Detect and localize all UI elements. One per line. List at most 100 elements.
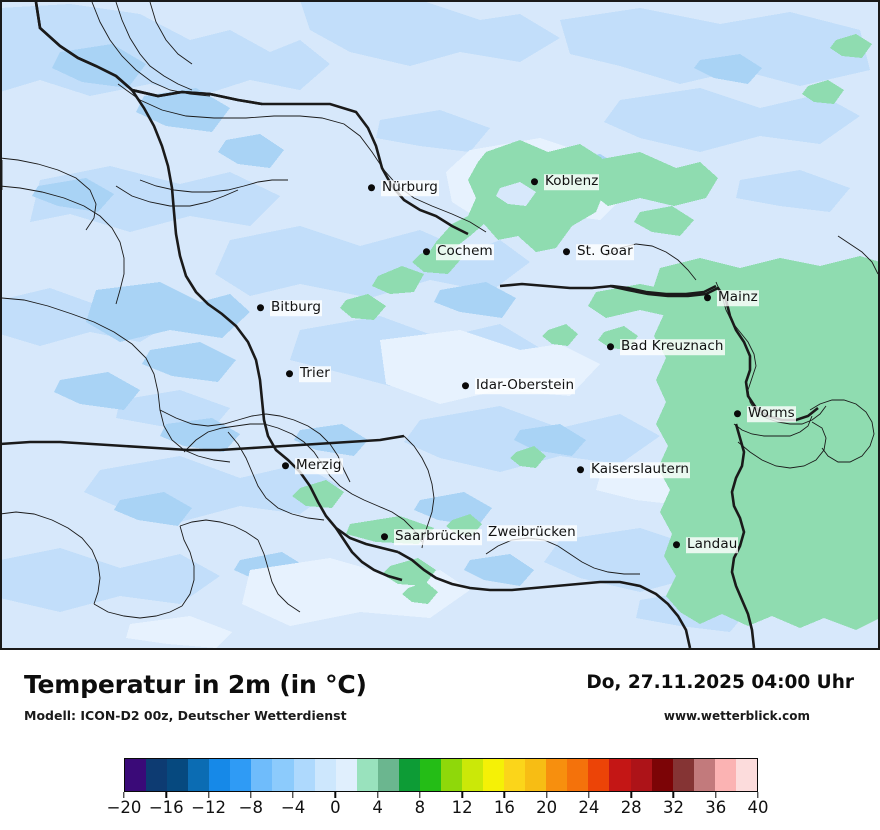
model-subtitle: Modell: ICON-D2 00z, Deutscher Wetterdie… [24, 708, 347, 723]
colorbar-swatch [588, 759, 610, 791]
city-marker: Landau [673, 536, 739, 553]
city-marker: Merzig [282, 458, 343, 474]
colorbar-tick [207, 792, 210, 798]
city-marker: Saarbrücken [381, 529, 483, 545]
colorbar-swatch [609, 759, 631, 791]
map-canvas [0, 0, 880, 650]
city-marker: Bad Kreuznach [607, 339, 725, 355]
colorbar-swatch [630, 759, 652, 791]
city-label: Merzig [295, 457, 343, 474]
footer-panel: Temperatur in 2m (in °C) Modell: ICON-D2… [0, 650, 880, 830]
colorbar-tick [292, 792, 294, 798]
colorbar-swatch [672, 759, 694, 791]
city-dot-icon [282, 462, 289, 470]
city-label: Landau [686, 536, 739, 553]
city-label: Bad Kreuznach [620, 338, 725, 355]
city-label: Bitburg [270, 299, 323, 316]
city-marker: Zweibrücken [487, 525, 577, 541]
colorbar-tick-labels: −20 −16 −12 −8 −4 0 4 8 12 16 20 24 28 32 36 40 [107, 798, 769, 822]
colorbar-tick-label: 4 [372, 798, 383, 817]
colorbar-swatch [188, 759, 210, 791]
colorbar-swatch [693, 759, 715, 791]
colorbar-tick-label: 40 [747, 798, 769, 817]
colorbar-swatch [398, 759, 420, 791]
colorbar-swatch [462, 759, 484, 791]
city-dot-icon [577, 466, 584, 474]
colorbar-tick-label: 28 [620, 798, 642, 817]
city-dot-icon [563, 248, 570, 256]
colorbar-tick [588, 792, 590, 798]
city-marker: Mainz [704, 290, 759, 306]
colorbar-tick [419, 792, 421, 798]
colorbar-tick-label: −12 [191, 798, 226, 817]
colorbar-tick-label: 36 [705, 798, 727, 817]
colorbar-tick [461, 792, 463, 798]
colorbar-tick-label: 8 [414, 798, 426, 817]
city-dot-icon [704, 294, 711, 302]
colorbar[interactable]: −20 −16 −12 −8 −4 0 4 8 12 16 20 24 28 32 36 40 [107, 758, 769, 817]
city-label: Worms [747, 405, 796, 422]
city-marker: St. Goar [563, 244, 634, 260]
colorbar-tick-label: −8 [238, 798, 263, 817]
colorbar-swatch [125, 759, 147, 791]
city-label: Trier [299, 365, 331, 382]
city-label: Nürburg [381, 179, 439, 196]
colorbar-tick-label: 32 [662, 798, 684, 817]
colorbar-tick [757, 792, 759, 798]
colorbar-swatch [714, 759, 736, 791]
city-dot-icon [286, 370, 293, 378]
colorbar-swatch [167, 759, 189, 791]
colorbar-tick-label: −20 [106, 798, 142, 817]
city-label: St. Goar [576, 243, 634, 260]
city-dot-icon [423, 248, 430, 256]
colorbar-tick-label: 12 [451, 798, 473, 817]
city-marker: Bitburg [257, 299, 323, 316]
city-dot-icon [368, 184, 375, 192]
colorbar-swatch [546, 759, 568, 791]
city-dot-icon [531, 178, 538, 186]
colorbar-swatch [735, 759, 757, 791]
colorbar-swatch [251, 759, 273, 791]
city-marker: Nürburg [368, 180, 439, 196]
colorbar-swatch [440, 759, 462, 791]
city-dot-icon [673, 541, 680, 549]
city-dot-icon [257, 304, 264, 312]
administrative-borders [0, 1, 879, 649]
colorbar-tick [545, 792, 548, 798]
colorbar-tick [503, 792, 506, 798]
colorbar-swatches[interactable] [124, 758, 758, 792]
colorbar-tick-label: 16 [493, 798, 515, 817]
city-dot-icon [462, 382, 469, 390]
colorbar-tick [165, 792, 167, 798]
page-title: Temperatur in 2m (in °C) [24, 670, 367, 699]
city-label: Idar-Oberstein [475, 377, 576, 394]
colorbar-swatch [483, 759, 505, 791]
weather-map[interactable]: Nürburg Koblenz Cochem St. Goar Bitburg Mainz… [0, 0, 880, 650]
city-label: Mainz [717, 289, 759, 306]
colorbar-swatch [335, 759, 357, 791]
colorbar-tick [630, 792, 632, 798]
website-credit: www.wetterblick.com [663, 709, 810, 723]
colorbar-swatch [419, 759, 441, 791]
colorbar-tick [123, 792, 125, 798]
colorbar-swatch [504, 759, 526, 791]
city-marker: Trier [286, 366, 331, 382]
colorbar-swatch [356, 759, 378, 791]
city-dot-icon [607, 343, 614, 351]
valid-datetime: Do, 27.11.2025 04:00 Uhr [586, 672, 854, 693]
colorbar-swatch [377, 759, 399, 791]
colorbar-swatch [293, 759, 315, 791]
city-label: Kaiserslautern [590, 461, 691, 478]
city-marker: Koblenz [531, 174, 600, 190]
colorbar-tick-label: −16 [148, 798, 184, 817]
colorbar-tick [672, 792, 675, 798]
colorbar-swatch [209, 759, 231, 791]
colorbar-tick-label: 0 [330, 798, 341, 817]
colorbar-tick [334, 792, 337, 798]
city-marker: Idar-Oberstein [462, 377, 576, 394]
colorbar-ticks [123, 792, 759, 800]
city-dot-icon [734, 410, 741, 418]
colorbar-tick-label: 24 [578, 798, 600, 817]
city-marker: Cochem [423, 244, 494, 260]
colorbar-swatch [230, 759, 252, 791]
